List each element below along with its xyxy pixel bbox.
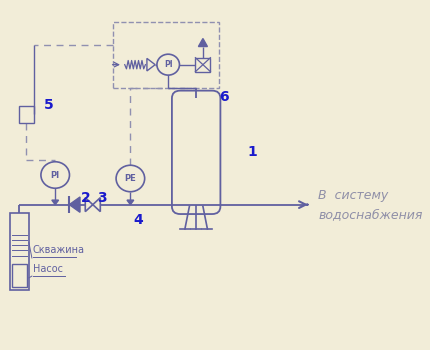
Text: 5: 5: [44, 98, 54, 112]
Polygon shape: [93, 198, 100, 212]
Text: 4: 4: [133, 213, 143, 227]
Polygon shape: [127, 200, 134, 205]
Text: PI: PI: [164, 60, 172, 69]
Bar: [12, 264, 27, 287]
Text: 3: 3: [97, 191, 107, 205]
Bar: [10, 214, 29, 290]
Text: Скважина: Скважина: [33, 245, 85, 255]
Text: PI: PI: [51, 170, 60, 180]
Bar: [19, 106, 34, 123]
Polygon shape: [52, 200, 58, 205]
Polygon shape: [69, 197, 80, 212]
Polygon shape: [198, 38, 207, 47]
Text: Насос: Насос: [33, 264, 63, 274]
Text: 6: 6: [220, 90, 229, 104]
Polygon shape: [147, 58, 155, 71]
Text: 2: 2: [80, 191, 90, 205]
Bar: [114, 22, 219, 88]
Text: В  систему
водоснабжения: В систему водоснабжения: [318, 189, 423, 220]
Circle shape: [41, 162, 70, 188]
Text: 1: 1: [248, 145, 258, 159]
Circle shape: [116, 165, 144, 192]
Circle shape: [157, 54, 179, 75]
Text: PE: PE: [125, 174, 136, 183]
Bar: [195, 58, 210, 72]
Polygon shape: [85, 198, 93, 212]
